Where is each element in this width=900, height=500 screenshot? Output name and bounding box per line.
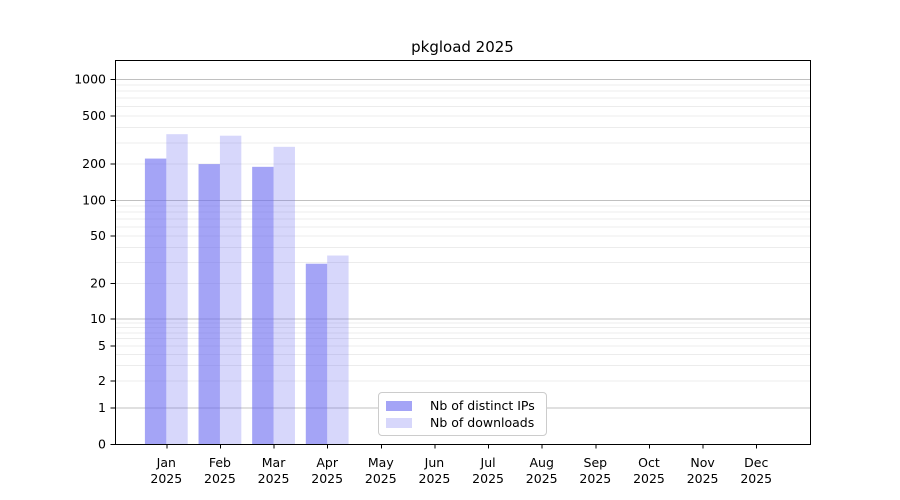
x-tick-label-month: Nov	[690, 455, 715, 470]
x-tick-label-year: 2025	[687, 471, 719, 486]
chart-title: pkgload 2025	[411, 38, 514, 56]
x-tick-label-month: Jun	[424, 455, 445, 470]
legend-item-distinct-ips: Nb of distinct IPs	[386, 397, 538, 414]
bar-downloads-jan	[166, 134, 188, 444]
plot-frame	[115, 60, 811, 445]
x-tick-label-year: 2025	[526, 471, 558, 486]
legend-swatch-distinct-ips	[386, 400, 412, 411]
bar-distinct-ips-mar	[252, 166, 274, 444]
x-tick-label-year: 2025	[419, 471, 451, 486]
legend-label-distinct-ips: Nb of distinct IPs	[430, 398, 535, 413]
x-tick-label-month: May	[368, 455, 394, 470]
x-tick-label-year: 2025	[633, 471, 665, 486]
x-tick-label-month: Feb	[209, 455, 231, 470]
x-tick-label-month: Jul	[480, 455, 496, 470]
y-tick-label: 20	[90, 275, 106, 290]
bar-downloads-mar	[273, 146, 295, 444]
x-tick-label-month: Aug	[529, 455, 553, 470]
x-tick-label-month: Oct	[638, 455, 660, 470]
x-tick-label-month: Sep	[584, 455, 608, 470]
bar-downloads-feb	[219, 135, 242, 445]
x-tick-label-year: 2025	[311, 471, 343, 486]
x-tick-label-month: Apr	[316, 455, 338, 470]
x-tick-label-month: Mar	[262, 455, 286, 470]
x-tick-label-year: 2025	[472, 471, 504, 486]
y-tick-label: 10	[90, 311, 106, 326]
legend-item-downloads: Nb of downloads	[386, 414, 538, 431]
y-tick-label: 0	[98, 437, 106, 452]
y-tick-label: 5	[98, 338, 106, 353]
x-tick-label-year: 2025	[579, 471, 611, 486]
x-tick-label-year: 2025	[150, 471, 182, 486]
y-tick-label: 1	[98, 400, 106, 415]
bar-distinct-ips-feb	[198, 164, 220, 444]
y-tick-label: 100	[82, 193, 106, 208]
bar-distinct-ips-apr	[305, 263, 328, 444]
y-tick-label: 200	[82, 156, 106, 171]
x-tick-label-year: 2025	[204, 471, 236, 486]
y-tick-label: 2	[98, 373, 106, 388]
x-tick-label-year: 2025	[258, 471, 290, 486]
x-tick-label-month: Jan	[156, 455, 176, 470]
bar-downloads-apr	[327, 255, 349, 444]
y-tick-label: 50	[90, 228, 106, 243]
y-tick-label: 500	[82, 108, 106, 123]
x-tick-label-year: 2025	[365, 471, 397, 486]
legend: Nb of distinct IPs Nb of downloads	[378, 392, 547, 436]
bar-distinct-ips-jan	[144, 158, 167, 445]
x-tick-label-month: Dec	[744, 455, 768, 470]
legend-swatch-downloads	[386, 417, 412, 428]
legend-label-downloads: Nb of downloads	[430, 415, 535, 430]
x-tick-label-year: 2025	[740, 471, 772, 486]
y-tick-label: 1000	[74, 72, 106, 87]
